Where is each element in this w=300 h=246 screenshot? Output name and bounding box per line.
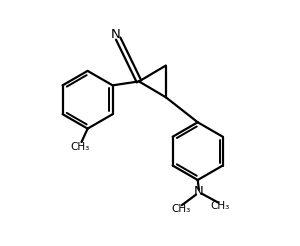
Text: N: N [111,28,121,41]
Text: CH₃: CH₃ [71,142,90,153]
Text: CH₃: CH₃ [210,201,229,211]
Text: N: N [194,185,204,198]
Text: CH₃: CH₃ [171,204,191,214]
